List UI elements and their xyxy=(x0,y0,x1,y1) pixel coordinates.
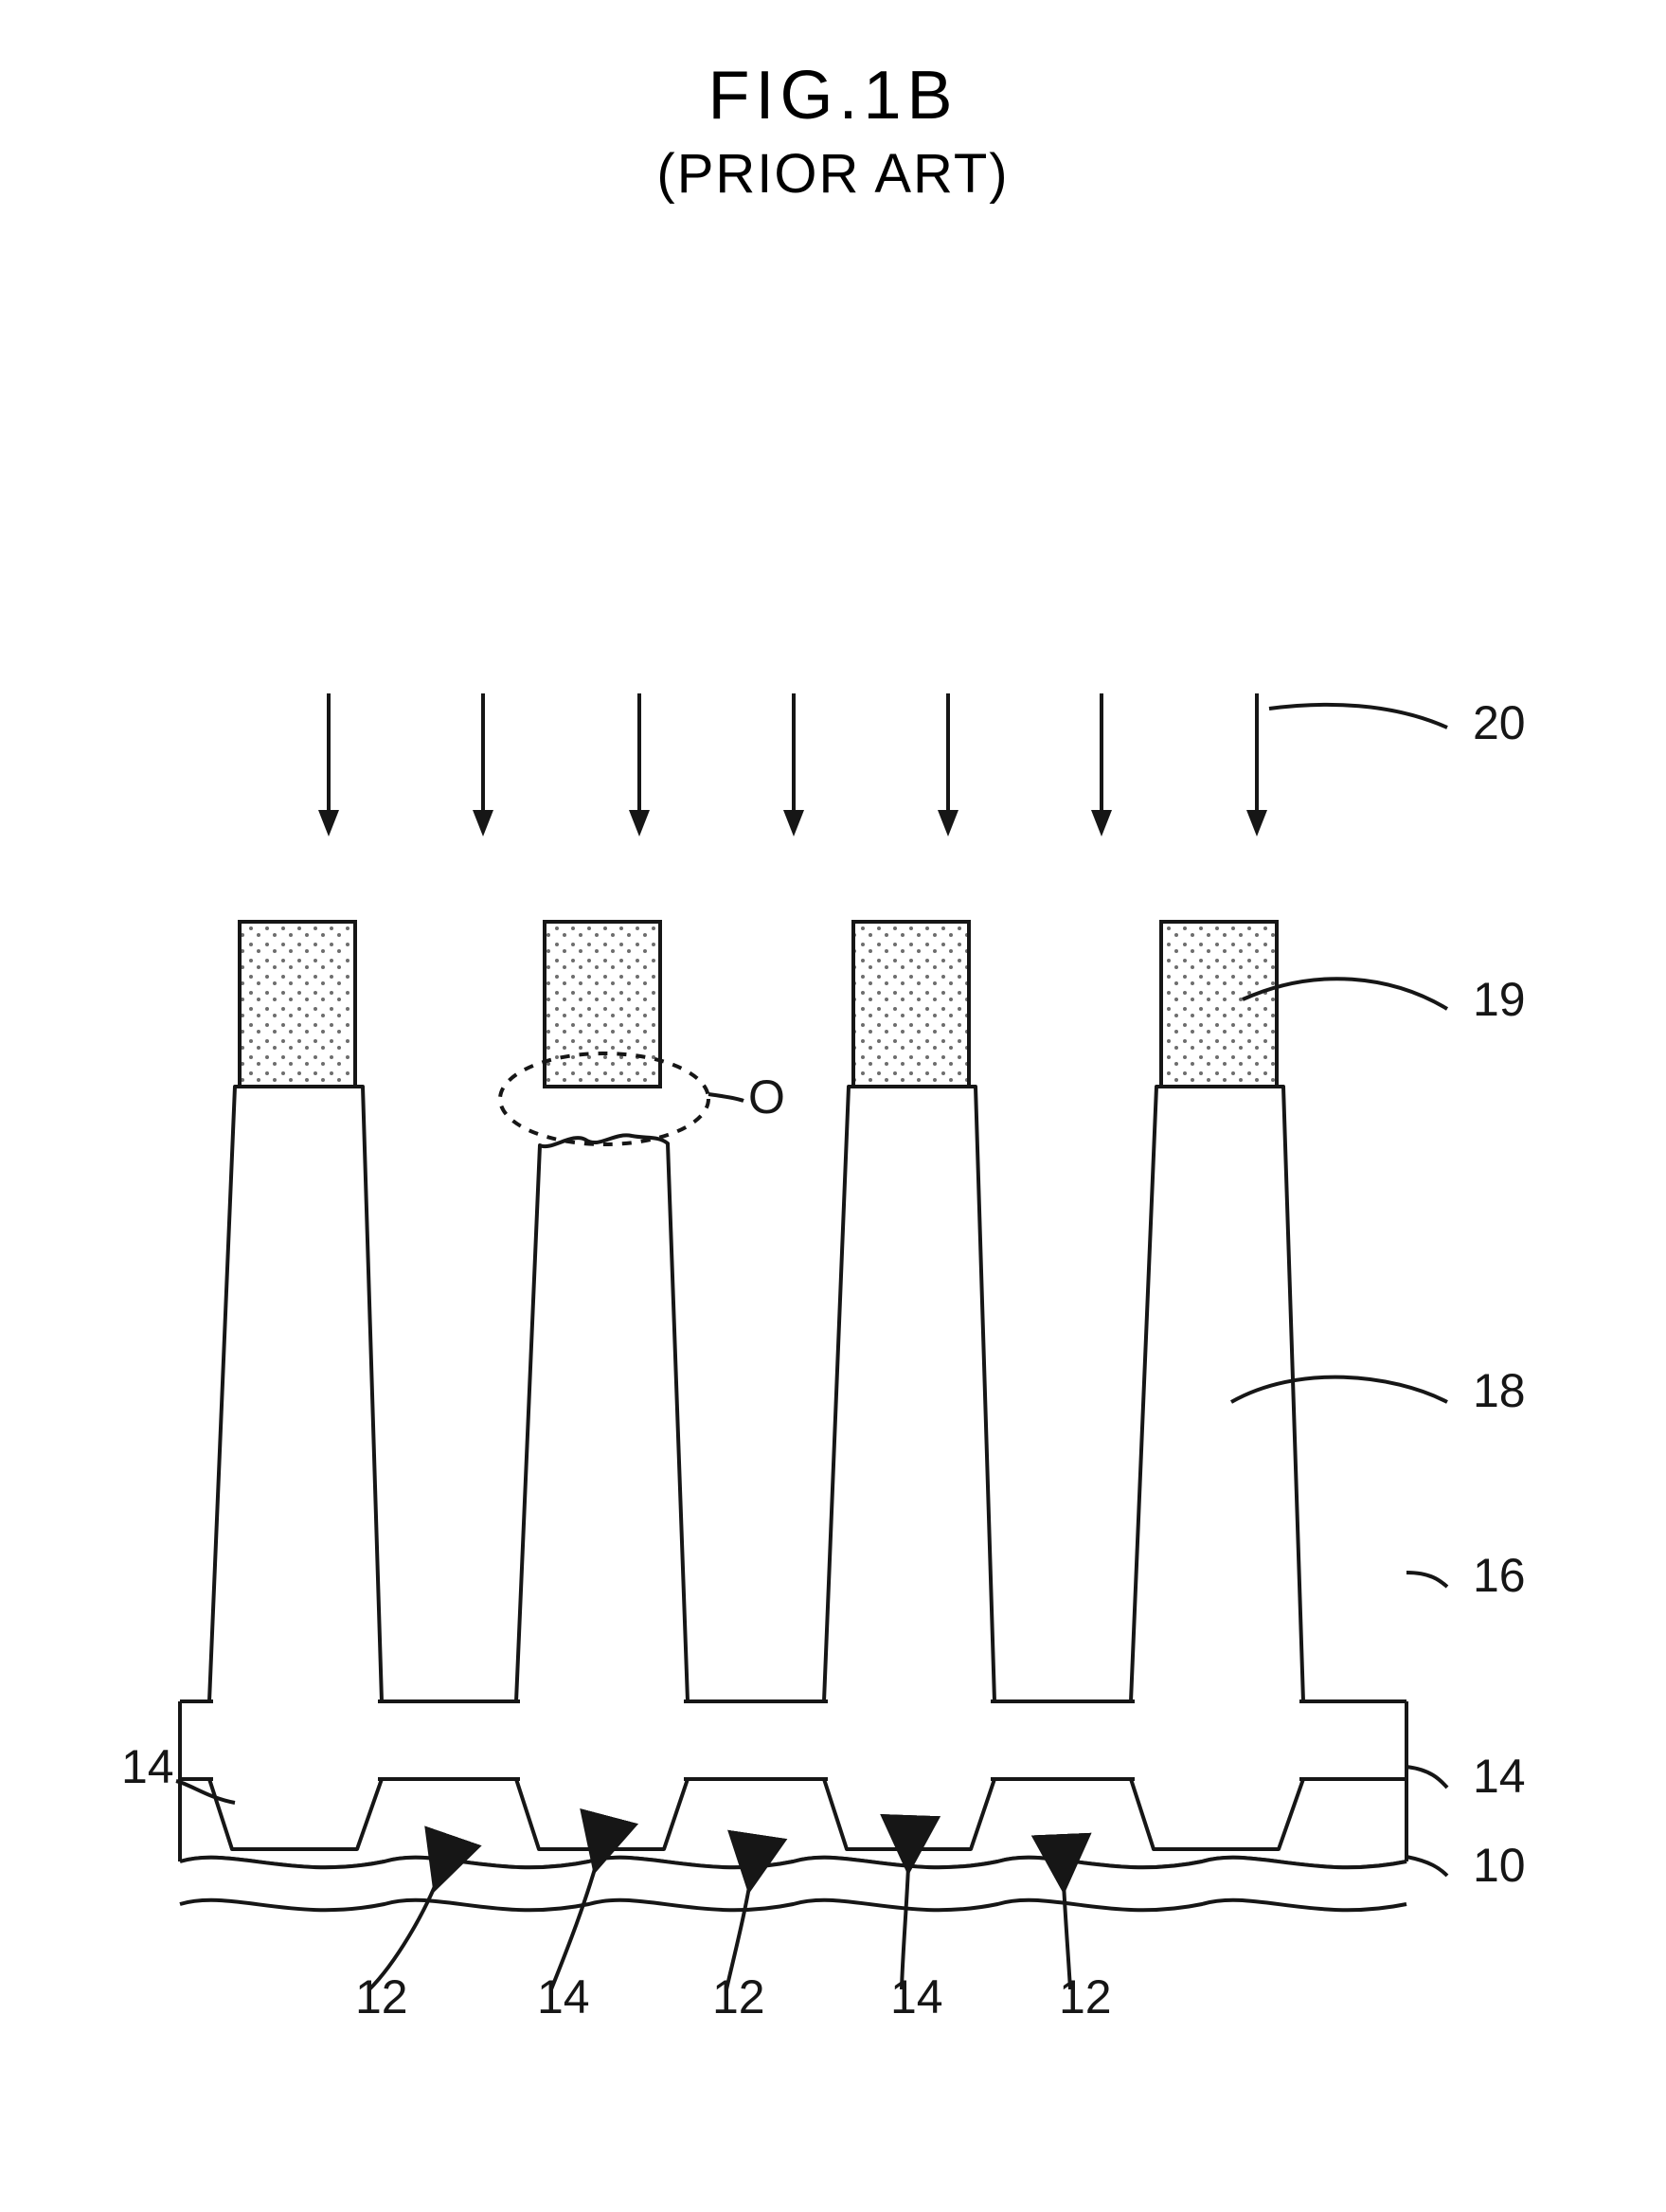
callout-leader xyxy=(1406,1857,1447,1876)
callout-label: 10 xyxy=(1473,1839,1526,1892)
baseline-gap xyxy=(213,1698,378,1707)
callout-label: O xyxy=(748,1070,785,1124)
hardmask-18 xyxy=(1131,1087,1303,1701)
ion-arrowhead xyxy=(629,810,650,836)
callout-label: 12 xyxy=(355,1970,408,2023)
trench-14 xyxy=(516,1779,688,1849)
trench-14 xyxy=(824,1779,994,1849)
trench-14 xyxy=(209,1779,382,1849)
callout-label: 18 xyxy=(1473,1364,1526,1417)
ion-arrowhead xyxy=(938,810,958,836)
figure-title: FIG.1B xyxy=(708,57,958,135)
trench-gap xyxy=(1135,1775,1299,1785)
hardmask-18 xyxy=(824,1087,994,1701)
callout-label: 12 xyxy=(712,1970,765,2023)
callout-leader xyxy=(1231,1377,1447,1402)
hardmask-18-defect xyxy=(516,1135,688,1701)
callout-leader xyxy=(1269,705,1447,728)
callout-label: 14 xyxy=(537,1970,590,2023)
ion-arrowhead xyxy=(783,810,804,836)
baseline-gap xyxy=(520,1698,684,1707)
hardmask-18 xyxy=(209,1087,382,1701)
callout-label: 14 xyxy=(121,1740,174,1793)
callout-leader xyxy=(708,1094,743,1101)
callout-label: 14 xyxy=(890,1970,943,2023)
trench-14 xyxy=(1131,1779,1303,1849)
figure-subtitle: (PRIOR ART) xyxy=(656,142,1009,206)
photoresist-19 xyxy=(545,922,660,1087)
callout-leader xyxy=(1406,1573,1447,1587)
photoresist-19 xyxy=(1161,922,1277,1087)
callout-leader xyxy=(1406,1767,1447,1788)
baseline-gap xyxy=(828,1698,991,1707)
ion-arrowhead xyxy=(1246,810,1267,836)
ion-arrowhead xyxy=(1091,810,1112,836)
trench-gap xyxy=(828,1775,991,1785)
photoresist-19 xyxy=(240,922,355,1087)
callout-label: 16 xyxy=(1473,1549,1526,1602)
callout-label: 14 xyxy=(1473,1750,1526,1803)
ion-arrowhead xyxy=(473,810,493,836)
callout-label: 20 xyxy=(1473,696,1526,749)
callout-label: 19 xyxy=(1473,973,1526,1026)
ion-arrowhead xyxy=(318,810,339,836)
diagram-svg: 20 19 18 16 14 10 14 O 12 14 12 14 12 xyxy=(85,682,1582,2122)
trench-gap xyxy=(213,1775,378,1785)
baseline-gap xyxy=(1135,1698,1299,1707)
photoresist-19 xyxy=(853,922,969,1087)
callout-label: 12 xyxy=(1059,1970,1112,2023)
trench-gap xyxy=(520,1775,684,1785)
